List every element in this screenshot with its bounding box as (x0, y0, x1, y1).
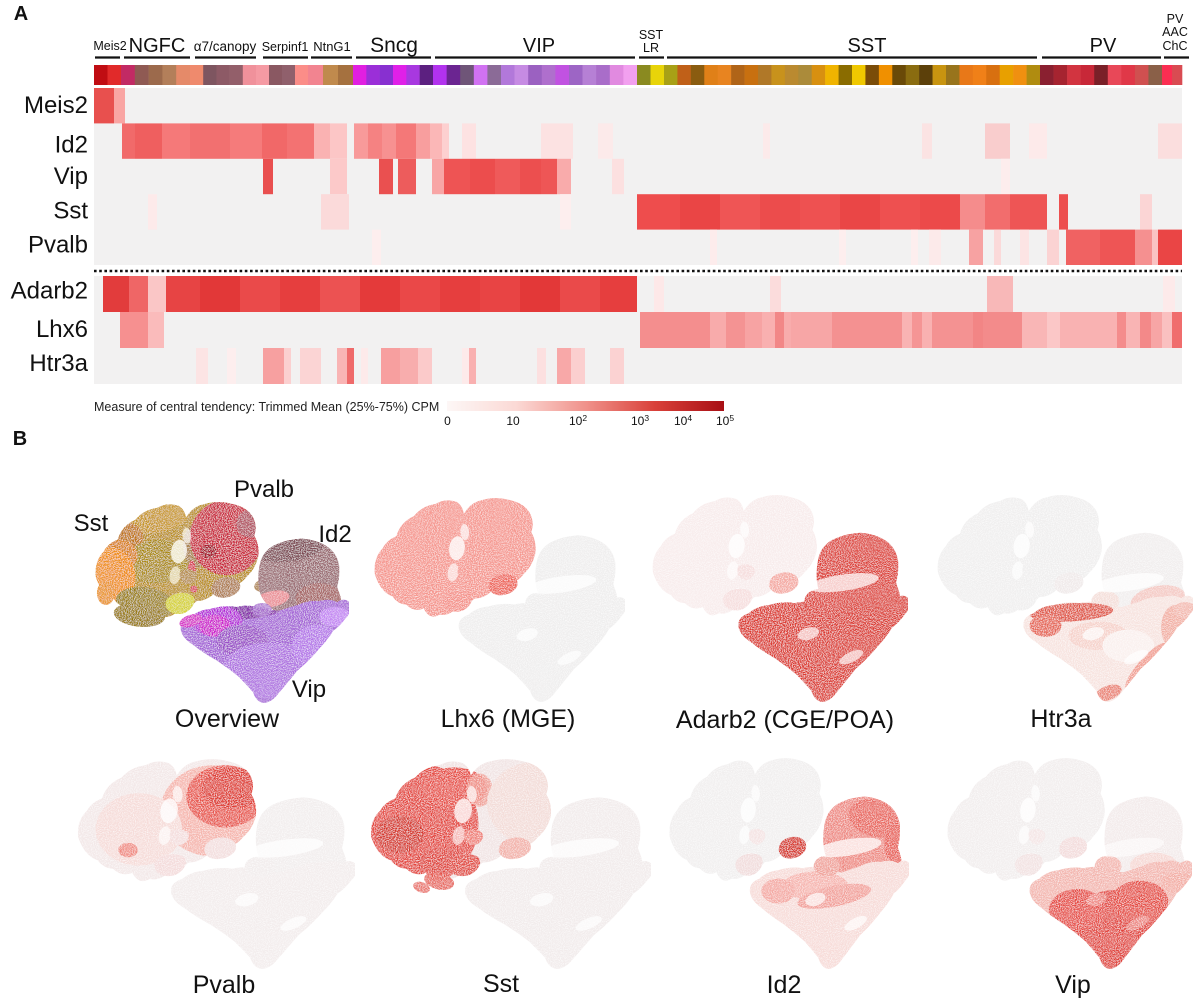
svg-text:NtnG1: NtnG1 (313, 39, 351, 54)
svg-text:Vip: Vip (292, 676, 326, 703)
svg-text:VIP: VIP (523, 35, 555, 57)
svg-text:PV: PV (1090, 35, 1117, 57)
svg-text:Sst: Sst (74, 510, 109, 537)
svg-text:LR: LR (643, 41, 659, 55)
svg-text:Htr3a: Htr3a (29, 350, 88, 377)
svg-text:Serpinf1: Serpinf1 (262, 40, 309, 54)
svg-text:Vip: Vip (1055, 971, 1091, 998)
svg-text:Measure of central tendency: T: Measure of central tendency: Trimmed Mea… (94, 400, 439, 414)
svg-text:Lhx6 (MGE): Lhx6 (MGE) (441, 705, 576, 733)
svg-text:Id2: Id2 (767, 971, 802, 998)
svg-text:Meis2: Meis2 (24, 92, 88, 119)
svg-text:PV: PV (1167, 12, 1184, 26)
svg-text:10: 10 (506, 414, 520, 428)
svg-text:A: A (14, 3, 28, 25)
svg-text:Overview: Overview (175, 705, 280, 733)
svg-text:Htr3a: Htr3a (1030, 705, 1091, 733)
svg-text:Sst: Sst (483, 970, 519, 998)
svg-text:SST: SST (639, 28, 664, 42)
svg-text:0: 0 (444, 414, 451, 428)
svg-text:NGFC: NGFC (129, 35, 186, 57)
svg-text:Vip: Vip (54, 163, 88, 190)
svg-text:α7/canopy: α7/canopy (194, 39, 257, 54)
svg-text:Meis2: Meis2 (93, 39, 126, 53)
svg-text:Sst: Sst (53, 198, 88, 225)
svg-text:Pvalb: Pvalb (234, 476, 294, 503)
svg-text:Adarb2: Adarb2 (11, 278, 88, 305)
svg-text:Adarb2 (CGE/POA): Adarb2 (CGE/POA) (676, 706, 894, 734)
svg-text:Pvalb: Pvalb (193, 971, 256, 998)
svg-text:ChC: ChC (1162, 39, 1187, 53)
svg-text:SST: SST (848, 35, 887, 57)
svg-text:AAC: AAC (1162, 25, 1188, 39)
svg-text:Sncg: Sncg (370, 34, 418, 57)
svg-text:Id2: Id2 (318, 521, 351, 548)
svg-text:Id2: Id2 (55, 132, 88, 159)
svg-text:Pvalb: Pvalb (28, 232, 88, 259)
svg-text:B: B (13, 428, 27, 450)
svg-text:Lhx6: Lhx6 (36, 316, 88, 343)
